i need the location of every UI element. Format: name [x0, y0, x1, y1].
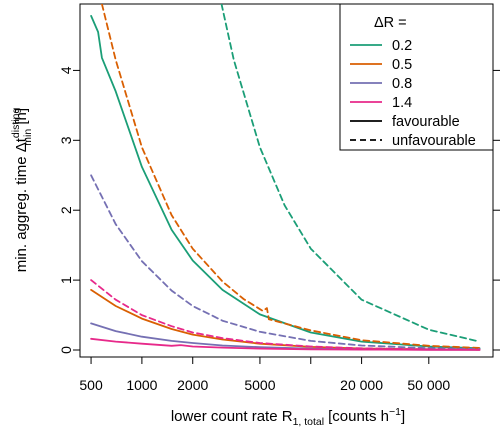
x-tick-label: 2000	[177, 377, 208, 393]
y-tick-label: 0	[58, 346, 74, 354]
series-layer	[90, 4, 481, 351]
y-tick-label: 3	[58, 136, 74, 144]
legend-label: 1.4	[392, 95, 412, 111]
series-line-0.8-unfavourable	[90, 174, 481, 350]
y-axis-label: min. aggreg. time Δtdistingmin [h]	[10, 108, 34, 273]
x-axis-label: lower count rate R1, total [counts h−1]	[171, 406, 405, 428]
y-tick-label: 2	[58, 206, 74, 214]
x-tick-label: 5000	[244, 377, 275, 393]
legend-label: 0.5	[392, 57, 412, 73]
series-line-0.5-favourable	[90, 289, 481, 351]
x-tick-label: 500	[79, 377, 103, 393]
legend-box	[339, 3, 494, 151]
x-tick-label: 1000	[126, 377, 157, 393]
x-axis: 500 1000 2000 5000 20 000 50 000	[79, 357, 450, 393]
legend-label: 0.8	[392, 76, 412, 92]
legend-entries: 0.2 0.5 0.8 1.4 favourable unfavourable	[350, 38, 476, 149]
y-axis: 0 1 2 3 4	[58, 66, 500, 354]
legend: ΔR = 0.2 0.5 0.8 1.4 favourable unfavourable	[339, 3, 494, 151]
series-line-0.5-unfavourable	[101, 4, 481, 349]
y-tick-label: 1	[58, 276, 74, 284]
series-line-1.4-unfavourable	[90, 279, 481, 351]
legend-label: unfavourable	[392, 133, 476, 149]
legend-label: 0.2	[392, 38, 412, 54]
series-line-0.2-unfavourable	[220, 4, 481, 343]
series-line-1.4-favourable	[90, 337, 481, 351]
y-tick-label: 4	[58, 66, 74, 74]
plot-frame	[79, 3, 494, 358]
x-tick-label: 50 000	[407, 377, 450, 393]
x-tick-label: 20 000	[340, 377, 383, 393]
legend-label: favourable	[392, 114, 460, 130]
series-line-0.2-favourable	[90, 15, 481, 350]
legend-title: ΔR =	[374, 15, 407, 31]
